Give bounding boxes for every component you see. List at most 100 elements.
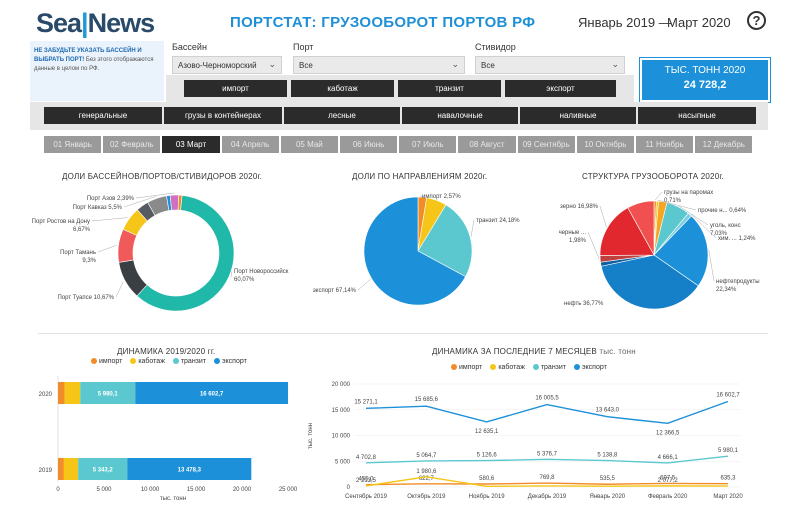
line-series-импорт[interactable]	[365, 482, 729, 486]
stevedore-label: Стивидор	[475, 42, 516, 52]
donut-leader-line	[97, 245, 117, 253]
direction-button-import[interactable]: импорт	[184, 80, 287, 97]
bar-2019-каботаж[interactable]	[63, 458, 79, 480]
stevedore-select[interactable]: Все ⌄	[475, 56, 625, 74]
month-button-8[interactable]: 08 Август	[458, 136, 516, 153]
donut-label: Порт Азов 2,39%	[87, 196, 135, 202]
line-value-label: 622,7	[419, 476, 435, 482]
structure-slice-10[interactable]	[627, 200, 655, 257]
line-series-каботаж[interactable]	[365, 476, 729, 488]
line-series-экспорт[interactable]	[365, 400, 729, 425]
kpi-card: ТЫС. ТОНН 2020 24 728,2	[639, 57, 771, 103]
structure-leader-line	[655, 191, 663, 201]
kpi-label: ТЫС. ТОНН 2020	[664, 65, 746, 76]
line-value-label: 15 271,1	[354, 399, 378, 405]
structure-slice-5[interactable]	[653, 215, 709, 287]
month-button-4[interactable]: 04 Апрель	[221, 136, 279, 153]
category-button-bulk[interactable]: навалочные	[402, 107, 518, 124]
lines-chart-title-unit: тыс. тонн	[599, 347, 636, 356]
category-button-containers[interactable]: грузы в контейнерах	[164, 107, 282, 124]
directions-slice-2[interactable]	[417, 204, 473, 277]
legend-dot-cabotage	[490, 364, 497, 371]
hint-note-bold: НЕ ЗАБУДЬТЕ УКАЗАТЬ БАССЕЙН И ВЫБРАТЬ ПО…	[34, 48, 142, 63]
bar-value-label: 13 478,3	[178, 468, 202, 474]
lines-x-tick: Декабрь 2019	[528, 494, 567, 500]
basin-label: Бассейн	[172, 42, 207, 52]
donut-slice-7[interactable]	[169, 194, 180, 211]
month-button-7[interactable]: 07 Июль	[399, 136, 457, 153]
line-value-label: 2 077,2	[658, 478, 679, 484]
donut-leader-line	[115, 281, 124, 298]
line-value-label: 16 602,7	[716, 392, 740, 398]
bar-2020-импорт[interactable]	[58, 382, 65, 404]
structure-label: нефть 36,77%	[564, 301, 604, 307]
month-button-12[interactable]: 12 Декабрь	[695, 136, 753, 153]
direction-button-cabotage[interactable]: каботаж	[291, 80, 394, 97]
legend-label-import: импорт	[99, 358, 123, 365]
bar-2020-каботаж[interactable]	[64, 382, 81, 404]
logo[interactable]: Sea|News	[36, 8, 155, 39]
month-button-6[interactable]: 06 Июнь	[340, 136, 398, 153]
line-value-label: 455,0	[358, 477, 374, 483]
category-button-timber[interactable]: лесные	[284, 107, 400, 124]
structure-slice-9[interactable]	[599, 207, 655, 256]
page-title: ПОРТСТАТ: ГРУЗООБОРОТ ПОРТОВ РФ	[230, 14, 536, 31]
legend-label-export: экспорт	[221, 358, 247, 365]
line-value-label: 12 635,1	[475, 429, 499, 435]
month-button-2[interactable]: 02 Февраль	[103, 136, 161, 153]
donut-slice-0[interactable]	[136, 194, 235, 312]
line-value-label: 697,5	[660, 475, 676, 481]
bar-value-label: 16 602,7	[200, 392, 224, 398]
direction-button-transit[interactable]: транзит	[398, 80, 501, 97]
help-icon[interactable]: ?	[747, 11, 766, 30]
donut-slice-8[interactable]	[177, 194, 183, 211]
line-value-label: 4 666,1	[658, 455, 679, 461]
category-button-loose[interactable]: насыпные	[638, 107, 756, 124]
month-button-5[interactable]: 05 Май	[280, 136, 338, 153]
directions-label: экспорт 67,14%	[313, 288, 357, 294]
month-button-11[interactable]: 11 Ноябрь	[636, 136, 694, 153]
bar-2019-импорт[interactable]	[58, 458, 64, 480]
chevron-down-icon: ⌄	[611, 59, 619, 69]
structure-label: хим. ... 1,24%	[718, 236, 756, 242]
line-value-label: 769,8	[539, 475, 555, 481]
lines-y-tick: 20 000	[332, 382, 351, 388]
port-select[interactable]: Все ⌄	[293, 56, 465, 74]
lines-x-tick: Март 2020	[713, 494, 743, 500]
structure-leader-line	[690, 213, 717, 239]
lines-x-tick: Сентябрь 2019	[345, 494, 388, 500]
lines-y-tick: 10 000	[332, 434, 351, 440]
month-button-1[interactable]: 01 Январь	[44, 136, 102, 153]
lines-x-tick: Ноябрь 2019	[469, 494, 505, 500]
line-value-label: 635,3	[720, 476, 736, 482]
legend-dot-cabotage	[130, 358, 137, 365]
basin-select[interactable]: Азово-Черноморский ⌄	[172, 56, 282, 74]
directions-slice-3[interactable]	[363, 196, 466, 306]
structure-label: прочие н... 0,64%	[698, 208, 747, 214]
period-from[interactable]: Январь 2019 —	[578, 15, 672, 30]
bar-2019-экспорт[interactable]	[127, 458, 252, 480]
category-button-general[interactable]: генеральные	[44, 107, 162, 124]
line-value-label: 12 366,5	[656, 430, 680, 436]
donut-label: Порт Туапсе 10,67%	[58, 295, 115, 301]
month-button-3[interactable]: 03 Март	[162, 136, 220, 153]
bars-chart: 2020 5 980,1 16 602,7 2019 5 343,2 13 478,3 0 5…	[39, 376, 298, 502]
structure-slice-6[interactable]	[600, 254, 699, 310]
category-button-liquid[interactable]: наливные	[520, 107, 636, 124]
legend-label-export: экспорт	[581, 364, 607, 371]
line-value-label: 13 643,0	[596, 408, 620, 414]
line-value-label: 1 980,6	[416, 469, 437, 475]
period-to[interactable]: Март 2020	[667, 15, 731, 30]
line-series-транзит[interactable]	[365, 455, 729, 464]
direction-button-export[interactable]: экспорт	[505, 80, 616, 97]
section-divider	[38, 333, 768, 334]
bar-2020-транзит[interactable]	[80, 382, 136, 404]
bar-2019-транзит[interactable]	[78, 458, 128, 480]
legend-dot-import	[451, 364, 457, 371]
month-button-9[interactable]: 09 Сентябрь	[517, 136, 575, 153]
bar-2020-экспорт[interactable]	[135, 382, 289, 404]
legend-label-transit: транзит	[180, 358, 207, 365]
donut-leader-line	[135, 192, 175, 199]
bars-category-label: 2019	[39, 468, 53, 474]
month-button-10[interactable]: 10 Октябрь	[576, 136, 634, 153]
